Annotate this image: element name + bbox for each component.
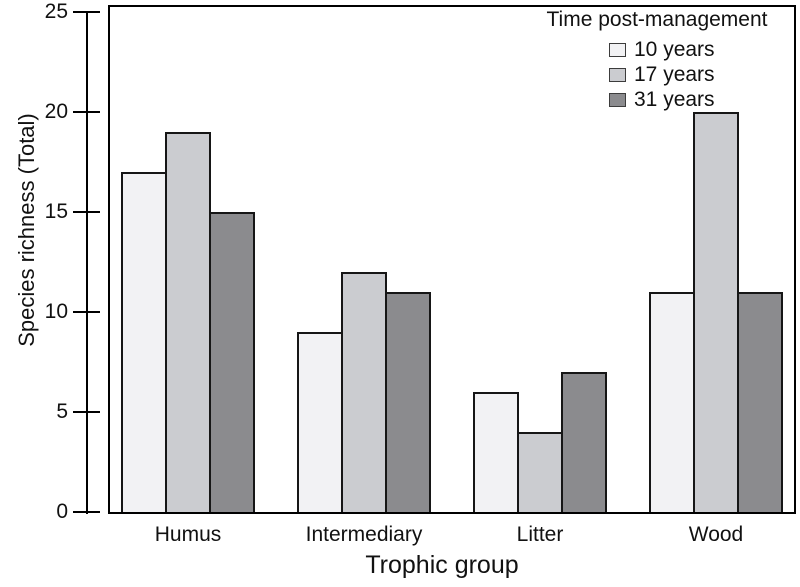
- legend-label-17-years: 17 years: [634, 63, 715, 86]
- legend-item-31-years: 31 years: [520, 87, 794, 112]
- legend: Time post-management 10 years 17 years 3…: [520, 8, 794, 112]
- y-tick-label-5: 5: [56, 400, 68, 423]
- y-tick-label-20: 20: [44, 100, 68, 123]
- x-category-label-humus: Humus: [154, 523, 222, 546]
- bar-humus-10-years: [121, 172, 167, 512]
- y-tick-5: [73, 411, 100, 413]
- y-tick-label-25: 25: [44, 0, 68, 23]
- y-tick-0: [73, 511, 100, 513]
- bar-litter-31-years: [561, 372, 607, 512]
- legend-item-17-years: 17 years: [520, 62, 794, 87]
- bars-layer: [110, 7, 794, 512]
- legend-label-31-years: 31 years: [634, 88, 715, 111]
- bar-litter-17-years: [517, 432, 563, 512]
- bar-wood-10-years: [649, 292, 695, 512]
- bar-litter-10-years: [473, 392, 519, 512]
- y-tick-label-0: 0: [56, 500, 68, 523]
- y-tick-15: [73, 211, 100, 213]
- bar-humus-31-years: [209, 212, 255, 512]
- bar-intermediary-17-years: [341, 272, 387, 512]
- bar-wood-17-years: [693, 112, 739, 512]
- legend-swatch-31-years: [609, 92, 626, 107]
- y-tick-label-10: 10: [44, 300, 68, 323]
- y-tick-label-15: 15: [44, 200, 68, 223]
- legend-label-10-years: 10 years: [634, 38, 715, 61]
- y-tick-25: [73, 11, 100, 13]
- x-category-label-wood: Wood: [688, 523, 744, 546]
- bar-intermediary-10-years: [297, 332, 343, 512]
- plot-area: Time post-management 10 years 17 years 3…: [108, 5, 796, 514]
- legend-title: Time post-management: [546, 8, 768, 31]
- legend-swatch-10-years: [609, 42, 626, 57]
- x-axis-title: Trophic group: [365, 551, 519, 579]
- bar-wood-31-years: [737, 292, 783, 512]
- x-category-label-intermediary: Intermediary: [305, 523, 423, 546]
- y-tick-20: [73, 111, 100, 113]
- y-tick-10: [73, 311, 100, 313]
- legend-swatch-17-years: [609, 67, 626, 82]
- bar-intermediary-31-years: [385, 292, 431, 512]
- bar-humus-17-years: [165, 132, 211, 512]
- x-category-label-litter: Litter: [516, 523, 564, 546]
- legend-rows: 10 years 17 years 31 years: [520, 37, 794, 112]
- y-axis-spine: [86, 11, 88, 514]
- legend-item-10-years: 10 years: [520, 37, 794, 62]
